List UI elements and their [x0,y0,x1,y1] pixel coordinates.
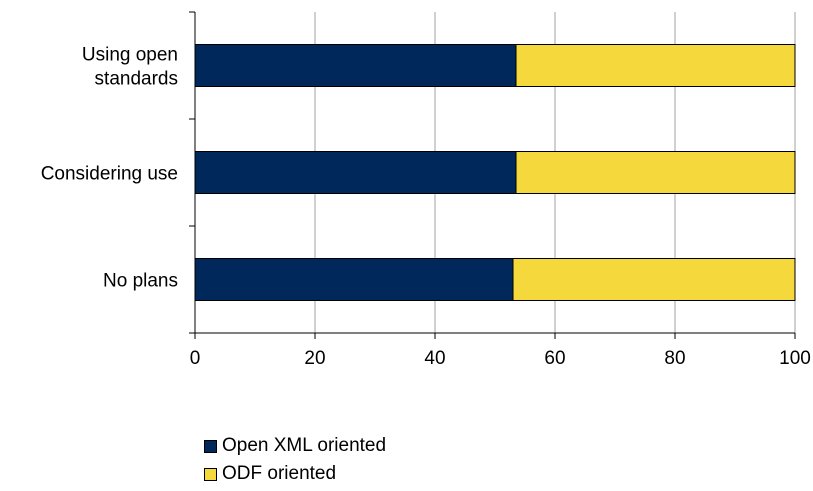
bar-odf-0 [515,44,796,87]
x-tick-label-0: 0 [190,348,201,369]
legend-swatch-odf [204,467,217,481]
x-tick-label-4: 80 [664,348,685,369]
legend: Open XML oriented ODF oriented [204,432,386,488]
legend-item-odf: ODF oriented [204,460,386,488]
x-tick-label-1: 20 [304,348,325,369]
category-label-0: Using open standards [82,45,178,90]
legend-label-open-xml: Open XML oriented [222,435,387,456]
bar-odf-1 [515,151,796,194]
bar-open-xml-2 [194,258,514,301]
bar-odf-2 [512,258,796,301]
legend-item-open-xml: Open XML oriented [204,432,386,460]
legend-label-odf: ODF oriented [222,463,337,484]
bar-open-xml-1 [194,151,517,194]
category-label-2: No plans [103,271,178,292]
x-tick-label-2: 40 [424,348,445,369]
bar-open-xml-0 [194,44,517,87]
category-label-1: Considering use [41,164,178,185]
x-tick-label-3: 60 [544,348,565,369]
legend-swatch-open-xml [204,439,217,453]
x-tick-label-5: 100 [779,348,811,369]
